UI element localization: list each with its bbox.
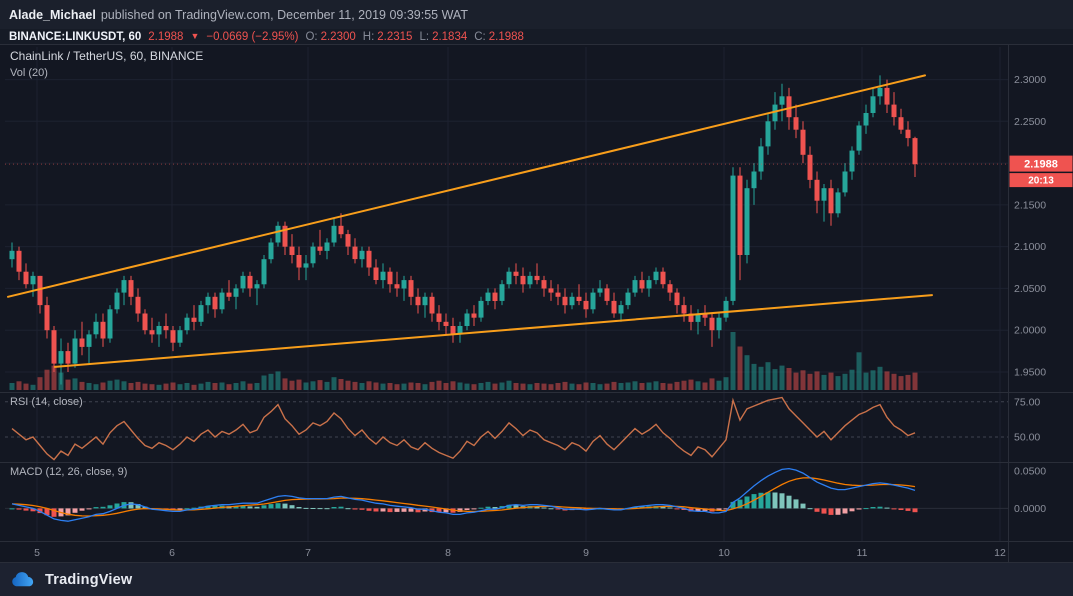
svg-text:2.2500: 2.2500 [1014,116,1046,128]
ohlc-open: O: 2.2300 [305,30,356,43]
pane-separators [0,45,1073,562]
svg-text:20:13: 20:13 [1028,176,1054,187]
publish-header: Alade_Michael published on TradingView.c… [0,0,1073,29]
svg-text:2.0000: 2.0000 [1014,325,1046,337]
svg-text:2.0500: 2.0500 [1014,283,1046,295]
svg-text:11: 11 [857,547,868,559]
ohlc-low: L: 2.1834 [419,30,468,43]
macd-line [11,467,916,522]
svg-text:7: 7 [305,547,311,559]
volume-series [9,332,918,390]
ohlc-close: C: 2.1988 [474,30,524,43]
rsi-guides [5,401,1008,438]
candlestick-series[interactable] [9,75,918,385]
publish-info: published on TradingView.com, December 1… [100,7,468,22]
svg-text:0.0000: 0.0000 [1014,503,1046,515]
tradingview-logo-icon[interactable] [10,571,37,589]
price-axis[interactable]: 2.3000 2.2500 2.1500 2.1000 2.0500 2.0000 1.95… [1014,74,1046,378]
symbol-info-bar: BINANCE:LINKUSDT, 60 2.1988 ▼ −0.0669 (−… [0,29,1073,45]
svg-text:9: 9 [583,547,589,559]
svg-text:2.1500: 2.1500 [1014,199,1046,211]
svg-text:5: 5 [34,547,40,559]
ohlc-high: H: 2.2315 [362,30,413,43]
svg-text:0.0500: 0.0500 [1014,465,1046,477]
svg-text:1.9500: 1.9500 [1014,367,1046,379]
svg-text:75.00: 75.00 [1014,396,1040,408]
svg-text:2.3000: 2.3000 [1014,74,1046,86]
macd-axis[interactable]: 0.0500 0.0000 [1014,465,1046,515]
rsi-axis[interactable]: 75.00 50.00 [1014,396,1040,443]
macd-signal-line [11,477,916,517]
svg-text:50.00: 50.00 [1014,432,1040,444]
time-axis[interactable]: 5 6 7 8 9 10 11 12 [34,547,1006,559]
price-down-arrow-icon: ▼ [190,30,200,41]
last-price-badge: 2.1988 20:13 [1009,155,1073,188]
grid-lines [5,47,1008,541]
trendline-lower[interactable] [54,294,933,368]
last-price-value: 2.1988 [148,30,184,43]
price-change: −0.0669 (−2.95%) [206,30,299,43]
trendline-upper[interactable] [7,74,926,298]
rsi-line [11,396,916,461]
chart-canvas[interactable]: 2.3000 2.2500 2.1500 2.1000 2.0500 2.0000 1.95… [0,45,1073,562]
svg-text:2.1000: 2.1000 [1014,241,1046,253]
svg-text:6: 6 [169,547,175,559]
symbol-name[interactable]: BINANCE:LINKUSDT, 60 [9,30,142,43]
svg-text:12: 12 [994,547,1006,559]
svg-text:8: 8 [445,547,451,559]
author-name[interactable]: Alade_Michael [9,7,96,22]
svg-text:10: 10 [718,547,730,559]
footer-bar: TradingView [0,562,1073,596]
tradingview-brand[interactable]: TradingView [45,571,133,588]
svg-text:2.1988: 2.1988 [1024,159,1058,171]
